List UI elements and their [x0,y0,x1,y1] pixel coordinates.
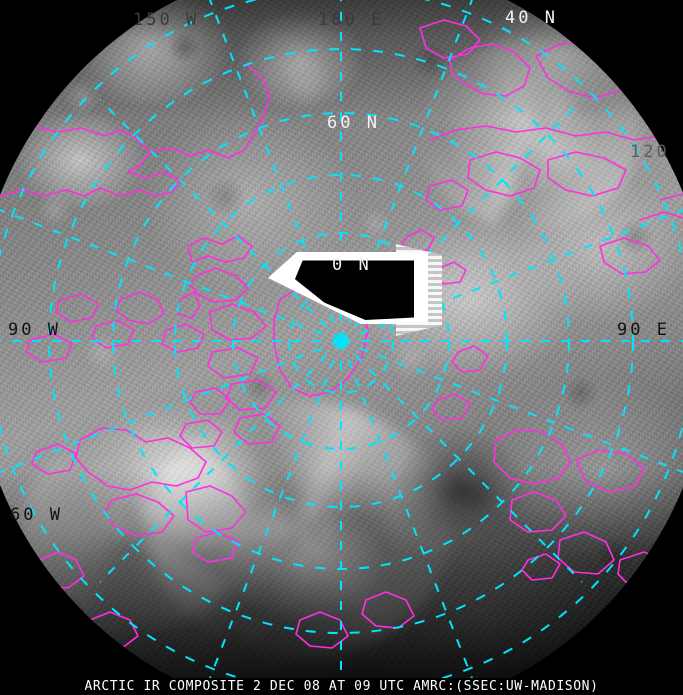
grid-label-90w: 90 W [8,320,61,340]
grid-label-40n: 40 N [505,8,558,28]
caption-text: ARCTIC IR COMPOSITE 2 DEC 08 AT 09 UTC A… [84,679,599,694]
grid-label-180e: 180 E [318,10,385,30]
grid-label-0n: 0 N [332,255,372,275]
grid-label-150w: 150 W [133,10,200,30]
grid-label-120e: 120 [630,142,670,162]
satellite-image-canvas: 150 W 180 E 40 N 120 60 N 0 N 90 W 90 E … [0,0,683,678]
lower-limb-shading [0,468,683,678]
grid-label-90e: 90 E [617,320,670,340]
caption-bar: ARCTIC IR COMPOSITE 2 DEC 08 AT 09 UTC A… [0,678,683,695]
polar-data-void [268,252,428,324]
grid-label-60w: 60 W [10,505,63,525]
grid-label-60n: 60 N [327,113,380,133]
